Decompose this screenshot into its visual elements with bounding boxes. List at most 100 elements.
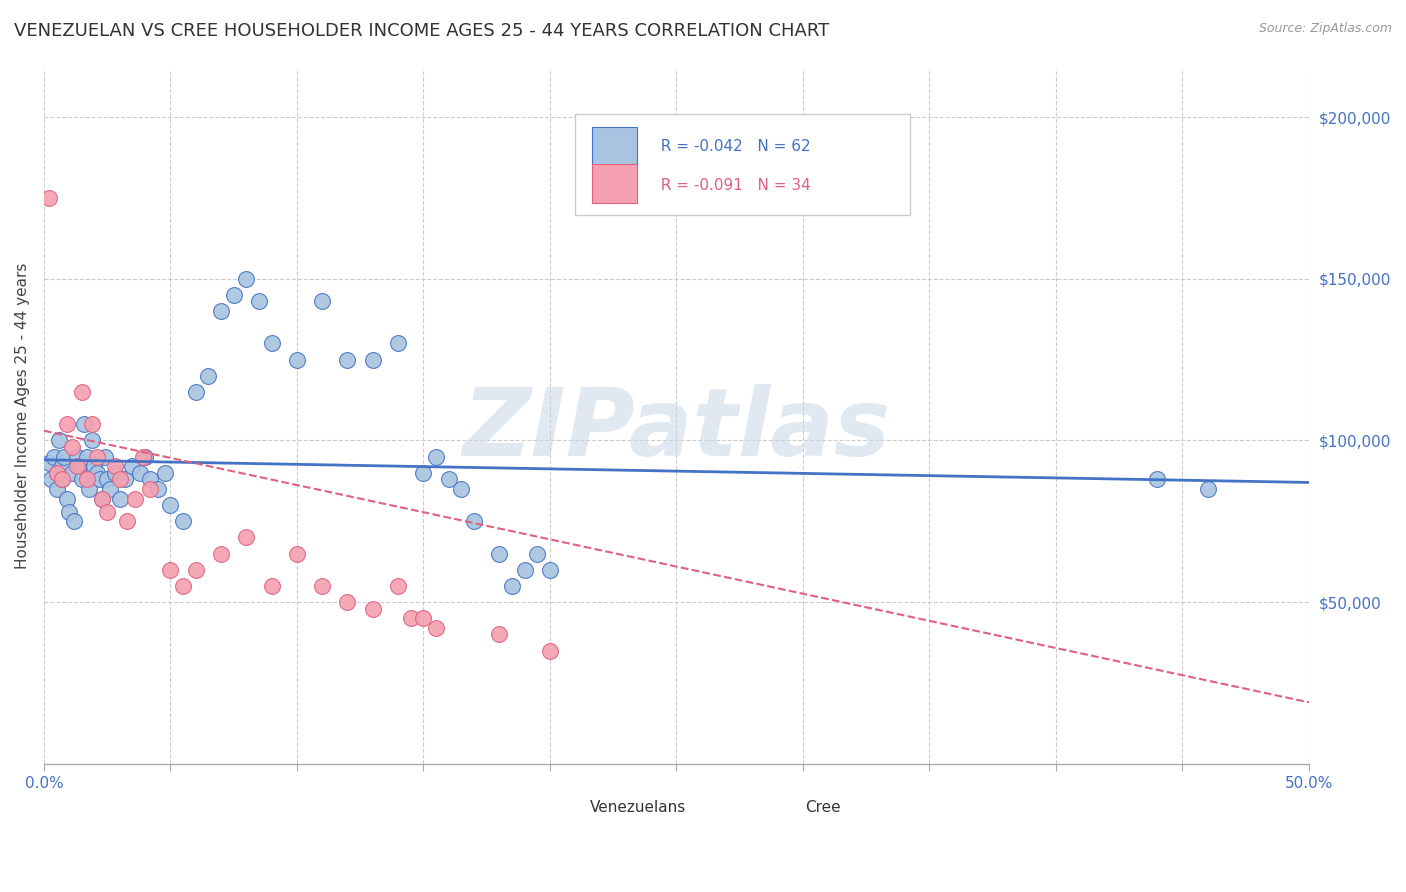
Point — [1197, 482, 1219, 496]
Point — [55, 491, 77, 506]
Point — [247, 294, 270, 309]
FancyBboxPatch shape — [592, 164, 637, 203]
Point — [124, 491, 146, 506]
Point — [336, 595, 359, 609]
Point — [108, 472, 131, 486]
Text: ZIPatlas: ZIPatlas — [463, 384, 890, 476]
Point — [76, 472, 98, 486]
Point — [139, 472, 162, 486]
Point — [159, 498, 181, 512]
Point — [76, 450, 98, 464]
Point — [42, 450, 65, 464]
Point — [172, 579, 194, 593]
Point — [235, 530, 257, 544]
Text: VENEZUELAN VS CREE HOUSEHOLDER INCOME AGES 25 - 44 YEARS CORRELATION CHART: VENEZUELAN VS CREE HOUSEHOLDER INCOME AG… — [14, 22, 830, 40]
Point — [66, 459, 89, 474]
Point — [45, 482, 67, 496]
Point — [45, 466, 67, 480]
Point — [60, 466, 83, 480]
Point — [513, 563, 536, 577]
Point — [91, 491, 114, 506]
Point — [134, 450, 156, 464]
Point — [184, 384, 207, 399]
Point — [184, 563, 207, 577]
Point — [67, 459, 90, 474]
Point — [311, 294, 333, 309]
Point — [197, 368, 219, 383]
Text: Cree: Cree — [806, 800, 841, 815]
Point — [63, 514, 86, 528]
Point — [501, 579, 523, 593]
Point — [450, 482, 472, 496]
Point — [488, 627, 510, 641]
Text: R = -0.091   N = 34: R = -0.091 N = 34 — [651, 178, 811, 193]
Text: Venezuelans: Venezuelans — [591, 800, 686, 815]
Text: R = -0.042   N = 62: R = -0.042 N = 62 — [651, 139, 811, 154]
Point — [131, 450, 153, 464]
Point — [48, 434, 70, 448]
Point — [104, 459, 127, 474]
Point — [463, 514, 485, 528]
Point — [80, 417, 103, 432]
Point — [285, 352, 308, 367]
Point — [121, 459, 143, 474]
Point — [70, 384, 93, 399]
Point — [488, 547, 510, 561]
Point — [114, 472, 136, 486]
Point — [538, 563, 561, 577]
Text: Source: ZipAtlas.com: Source: ZipAtlas.com — [1258, 22, 1392, 36]
Point — [53, 450, 76, 464]
Point — [209, 547, 232, 561]
Point — [146, 482, 169, 496]
Point — [260, 579, 283, 593]
Point — [222, 288, 245, 302]
Point — [117, 514, 139, 528]
Point — [361, 601, 384, 615]
Point — [129, 466, 152, 480]
Point — [93, 450, 115, 464]
Point — [86, 466, 108, 480]
Point — [1146, 472, 1168, 486]
Point — [538, 643, 561, 657]
FancyBboxPatch shape — [575, 113, 911, 215]
Point — [51, 472, 73, 486]
Point — [387, 579, 409, 593]
Point — [412, 466, 434, 480]
Point — [285, 547, 308, 561]
FancyBboxPatch shape — [756, 792, 799, 824]
FancyBboxPatch shape — [592, 127, 637, 166]
Point — [83, 459, 105, 474]
Point — [526, 547, 548, 561]
Y-axis label: Householder Income Ages 25 - 44 years: Householder Income Ages 25 - 44 years — [15, 263, 30, 569]
Point — [58, 504, 80, 518]
Point — [412, 611, 434, 625]
Point — [51, 472, 73, 486]
Point — [260, 336, 283, 351]
Point — [66, 450, 89, 464]
Point — [98, 482, 121, 496]
Point — [425, 621, 447, 635]
Point — [41, 472, 63, 486]
Point — [104, 466, 127, 480]
Point — [311, 579, 333, 593]
Point — [425, 450, 447, 464]
Point — [108, 491, 131, 506]
Point — [89, 472, 111, 486]
Point — [336, 352, 359, 367]
Point — [86, 450, 108, 464]
Point — [51, 459, 73, 474]
Point — [437, 472, 460, 486]
Point — [209, 304, 232, 318]
Point — [60, 440, 83, 454]
Point — [159, 563, 181, 577]
Point — [387, 336, 409, 351]
Point — [172, 514, 194, 528]
Point — [80, 434, 103, 448]
Point — [155, 466, 177, 480]
Point — [79, 482, 101, 496]
Point — [38, 191, 60, 205]
Point — [55, 417, 77, 432]
Point — [96, 472, 118, 486]
Point — [139, 482, 162, 496]
Point — [235, 271, 257, 285]
